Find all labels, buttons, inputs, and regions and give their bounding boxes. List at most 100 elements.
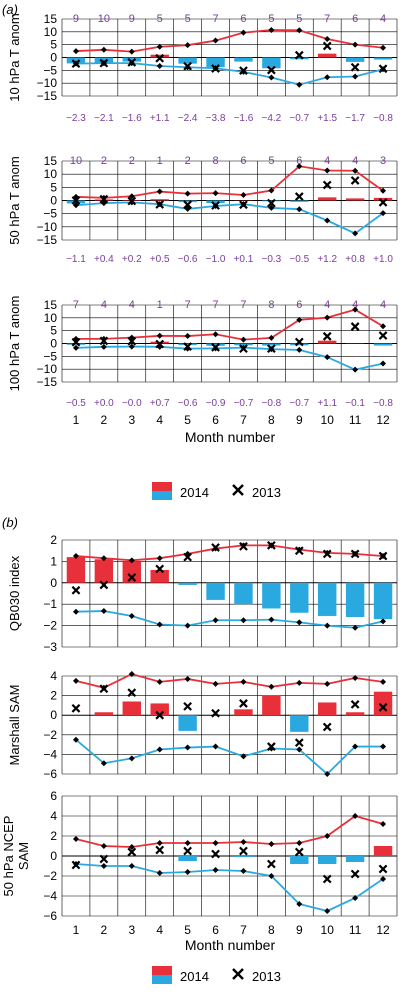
x-tick-label: 7: [240, 413, 247, 427]
upper-bound-point: [128, 48, 135, 55]
marker-2013: [239, 846, 248, 856]
x-tick-label: 3: [128, 413, 135, 427]
top-count-label: 7: [212, 299, 218, 311]
bar-2014: [122, 561, 142, 583]
lower-bound-point: [296, 81, 303, 88]
upper-bound-point: [268, 27, 275, 34]
marker-2013: [266, 344, 276, 354]
top-count-label: 10: [70, 155, 82, 167]
lower-bound-point: [72, 202, 79, 209]
marker-2013: [266, 859, 276, 869]
bar-2014: [206, 343, 225, 346]
top-count-label: 8: [212, 155, 218, 167]
legend-b: 2014 2013: [152, 966, 281, 984]
top-count-label: 4: [380, 299, 386, 311]
upper-bound-point: [268, 187, 275, 194]
lower-bound-point: [156, 621, 163, 628]
bar-value-label: −3.8: [206, 113, 226, 124]
y-tick-label: 10: [44, 167, 58, 181]
bar-2014: [317, 856, 337, 864]
bar-value-label: −1.7: [345, 113, 365, 124]
bar-2014: [317, 702, 337, 716]
y-tick-label: 4: [50, 669, 57, 683]
bar-value-label: +1.1: [150, 113, 170, 124]
upper-bound-point: [100, 46, 107, 53]
bar-value-label: +0.5: [150, 254, 170, 265]
upper-bound-point: [324, 680, 331, 687]
x-tick-label: 11: [349, 923, 362, 937]
marker-2013: [127, 688, 137, 698]
panel-a-tag: (a): [2, 2, 18, 17]
marker-2013: [127, 847, 137, 857]
lower-bound-point: [380, 743, 387, 750]
lower-bound-point: [352, 230, 359, 237]
lower-bound-point: [72, 344, 79, 351]
bar-2014: [345, 198, 365, 201]
bar-value-label: +1.2: [317, 254, 337, 265]
x-tick-label: 1: [73, 923, 80, 937]
upper-bound-point: [184, 675, 191, 682]
lower-bound-point: [296, 619, 303, 626]
y-axis-label: 10 hPa T anom: [7, 13, 22, 101]
lower-bound-line: [75, 610, 384, 629]
top-count-label: 5: [268, 13, 274, 25]
upper-bound-point: [156, 332, 163, 339]
y-tick-label: 15: [44, 298, 58, 312]
upper-bound-point: [380, 44, 387, 51]
top-count-label: 4: [324, 155, 330, 167]
bar-value-label: +0.7: [150, 398, 170, 409]
marker-2013: [71, 860, 81, 870]
upper-bound-point: [296, 163, 303, 170]
lower-bound-point: [380, 210, 387, 217]
bar-value-label: −0.8: [262, 398, 282, 409]
top-count-label: 1: [157, 299, 163, 311]
y-axis-label-line: SAM: [16, 842, 31, 870]
marker-2013: [183, 342, 193, 351]
upper-bound-point: [128, 844, 135, 850]
upper-bound-point: [380, 323, 387, 330]
y-tick-label: −1: [43, 597, 57, 611]
y-tick-label: 5: [50, 180, 57, 194]
x-tick-label: 7: [240, 923, 247, 937]
upper-bound-point: [240, 678, 247, 685]
y-tick-label: −15: [37, 89, 58, 103]
marker-2013: [378, 331, 388, 340]
bar-2014: [150, 54, 169, 58]
top-count-label: 2: [101, 155, 107, 167]
upper-bound-point: [184, 840, 191, 846]
y-tick-label: 0: [50, 51, 57, 65]
lower-bound-point: [128, 863, 135, 869]
upper-bound-point: [156, 188, 163, 195]
upper-bound-line: [75, 29, 384, 53]
lower-bound-point: [212, 743, 219, 750]
bar-2014: [122, 701, 142, 716]
marker-2013: [378, 702, 388, 712]
y-tick-label: −15: [37, 233, 58, 247]
upper-bound-point: [324, 36, 331, 43]
y-tick-label: −5: [43, 349, 57, 363]
lower-bound-point: [100, 608, 107, 615]
bar-2014: [373, 197, 393, 201]
x-tick-label: 4: [156, 923, 163, 937]
lower-bound-point: [240, 868, 247, 874]
lower-bound-line: [75, 739, 384, 776]
upper-bound-line: [75, 308, 384, 341]
y-tick-label: 15: [44, 154, 58, 168]
top-count-label: 1: [157, 155, 163, 167]
marker-2013: [378, 197, 388, 207]
bar-value-label: −1.6: [234, 113, 254, 124]
lower-bound-point: [296, 746, 303, 753]
bar-value-label: +0.4: [94, 254, 114, 265]
bar-2014: [234, 57, 253, 62]
marker-2013: [99, 194, 109, 204]
bar-value-label: +1.0: [373, 254, 393, 265]
marker-2013: [155, 845, 165, 855]
bar-value-label: −0.6: [178, 398, 198, 409]
top-count-label: 8: [268, 299, 274, 311]
lower-bound-line: [75, 62, 384, 86]
bar-2014: [262, 343, 281, 346]
lower-bound-point: [296, 346, 303, 353]
bar-2014: [150, 569, 169, 583]
upper-bound-line: [75, 815, 384, 848]
lower-bound-point: [352, 73, 359, 80]
